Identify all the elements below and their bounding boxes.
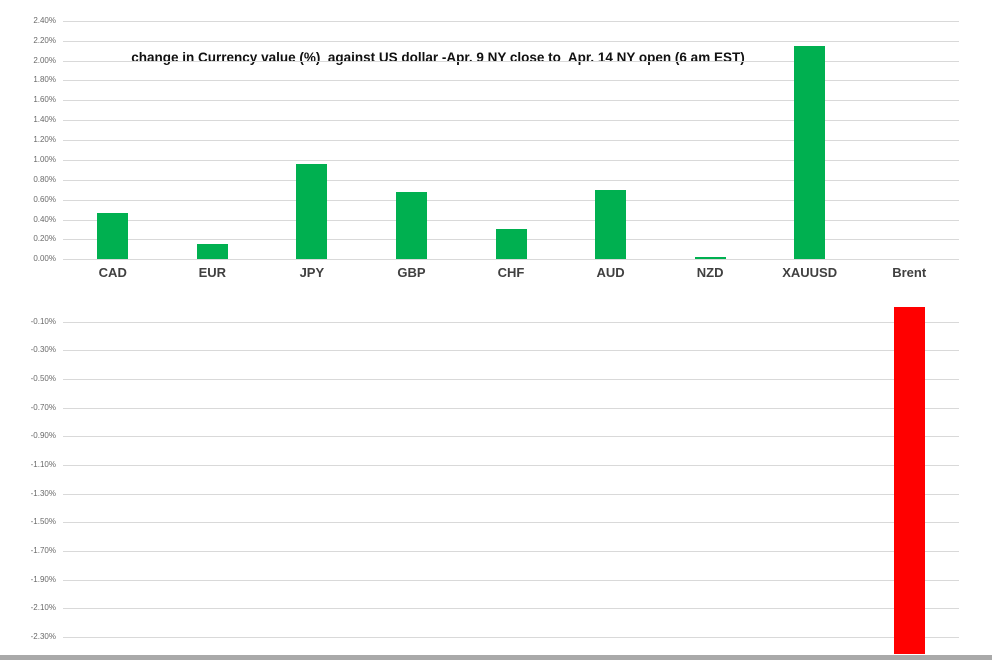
y-axis-tick-label: 0.20% bbox=[33, 234, 56, 244]
bar-jpy bbox=[296, 163, 328, 260]
y-axis-tick-label: 2.20% bbox=[33, 35, 56, 45]
y-axis-tick-label: -0.10% bbox=[30, 316, 56, 326]
upper-gridline bbox=[63, 80, 959, 82]
y-axis-tick-label: -1.90% bbox=[30, 574, 56, 584]
category-label-nzd: NZD bbox=[696, 265, 724, 280]
y-axis-tick-label: 2.00% bbox=[33, 55, 56, 65]
lower-gridline bbox=[63, 636, 959, 638]
y-axis-tick-label: -0.30% bbox=[30, 345, 56, 355]
bar-xauusd bbox=[794, 45, 826, 260]
y-axis-tick-label: 0.40% bbox=[33, 214, 56, 224]
lower-gridline bbox=[63, 493, 959, 495]
y-axis-tick-label: 1.60% bbox=[33, 95, 56, 105]
category-label-brent: Brent bbox=[892, 265, 927, 280]
bar-eur bbox=[196, 244, 228, 260]
bar-brent bbox=[893, 307, 925, 655]
y-axis-tick-label: -1.50% bbox=[30, 517, 56, 527]
y-axis-tick-label: -1.30% bbox=[30, 488, 56, 498]
lower-gridline bbox=[63, 579, 959, 581]
lower-gridline bbox=[63, 378, 959, 380]
upper-gridline bbox=[63, 199, 959, 201]
upper-gridline bbox=[63, 179, 959, 181]
y-axis-tick-label: -2.10% bbox=[30, 603, 56, 613]
bar-cad bbox=[97, 212, 129, 260]
lower-gridline bbox=[63, 436, 959, 438]
category-label-eur: EUR bbox=[198, 265, 227, 280]
bar-gbp bbox=[395, 191, 427, 260]
lower-gridline bbox=[63, 407, 959, 409]
y-axis-tick-label: 0.80% bbox=[33, 174, 56, 184]
lower-gridline bbox=[63, 522, 959, 524]
window-edge-strip bbox=[0, 655, 992, 660]
category-label-jpy: JPY bbox=[299, 265, 325, 280]
y-axis-tick-label: 0.60% bbox=[33, 194, 56, 204]
category-label-chf: CHF bbox=[497, 265, 525, 280]
y-axis-tick-label: -1.10% bbox=[30, 459, 56, 469]
category-label-cad: CAD bbox=[98, 265, 127, 280]
y-axis-tick-label: -0.70% bbox=[30, 402, 56, 412]
bar-chf bbox=[495, 229, 527, 260]
y-axis-tick-label: 1.00% bbox=[33, 154, 56, 164]
y-axis-tick-label: -0.50% bbox=[30, 373, 56, 383]
y-axis-tick-label: 1.20% bbox=[33, 135, 56, 145]
lower-gridline bbox=[63, 608, 959, 610]
lower-gridline bbox=[63, 350, 959, 352]
upper-gridline bbox=[63, 259, 959, 261]
upper-gridline bbox=[63, 40, 959, 42]
category-label-aud: AUD bbox=[596, 265, 625, 280]
upper-gridline bbox=[63, 60, 959, 62]
y-axis-tick-label: 2.40% bbox=[33, 15, 56, 25]
chart-title: change in Currency value (%) against US … bbox=[131, 50, 745, 65]
upper-gridline bbox=[63, 159, 959, 161]
category-label-xauusd: XAUUSD bbox=[782, 265, 838, 280]
upper-gridline bbox=[63, 219, 959, 221]
y-axis-tick-label: -0.90% bbox=[30, 431, 56, 441]
lower-gridline bbox=[63, 550, 959, 552]
upper-gridline bbox=[63, 140, 959, 142]
upper-gridline bbox=[63, 100, 959, 102]
upper-gridline bbox=[63, 20, 959, 22]
y-axis-tick-label: -2.30% bbox=[30, 631, 56, 641]
y-axis-tick-label: 1.80% bbox=[33, 75, 56, 85]
upper-gridline bbox=[63, 120, 959, 122]
y-axis-tick-label: 1.40% bbox=[33, 115, 56, 125]
y-axis-tick-label: 0.00% bbox=[33, 254, 56, 264]
y-axis-tick-label: -1.70% bbox=[30, 545, 56, 555]
bar-nzd bbox=[694, 257, 726, 260]
lower-gridline bbox=[63, 321, 959, 323]
bar-aud bbox=[595, 189, 627, 260]
lower-gridline bbox=[63, 464, 959, 466]
category-label-gbp: GBP bbox=[397, 265, 426, 280]
